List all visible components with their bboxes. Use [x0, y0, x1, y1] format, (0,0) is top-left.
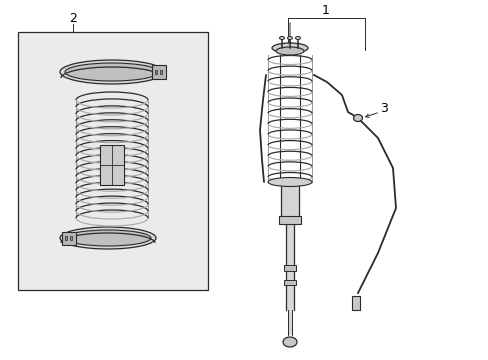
Ellipse shape: [267, 177, 311, 186]
Ellipse shape: [283, 337, 296, 347]
Bar: [18, 32, 207, 290]
Ellipse shape: [60, 60, 163, 84]
Bar: [65, 236, 67, 240]
Bar: [100, 145, 124, 185]
Ellipse shape: [271, 43, 307, 53]
Bar: [287, 310, 292, 335]
Ellipse shape: [65, 63, 159, 81]
Bar: [279, 216, 301, 224]
Ellipse shape: [287, 36, 292, 40]
Bar: [70, 236, 72, 240]
Ellipse shape: [295, 36, 300, 40]
Ellipse shape: [353, 114, 362, 122]
Text: 1: 1: [322, 4, 329, 17]
Bar: [284, 265, 295, 271]
Bar: [62, 232, 76, 245]
Bar: [284, 280, 295, 285]
Ellipse shape: [60, 227, 156, 249]
Bar: [351, 296, 359, 310]
Bar: [285, 224, 293, 310]
Ellipse shape: [279, 36, 284, 40]
Bar: [160, 70, 162, 74]
Text: 2: 2: [69, 12, 77, 24]
Bar: [155, 70, 157, 74]
Ellipse shape: [275, 47, 304, 55]
Bar: [152, 65, 165, 79]
Bar: [281, 182, 298, 222]
Text: 3: 3: [379, 102, 387, 114]
Ellipse shape: [65, 230, 151, 246]
